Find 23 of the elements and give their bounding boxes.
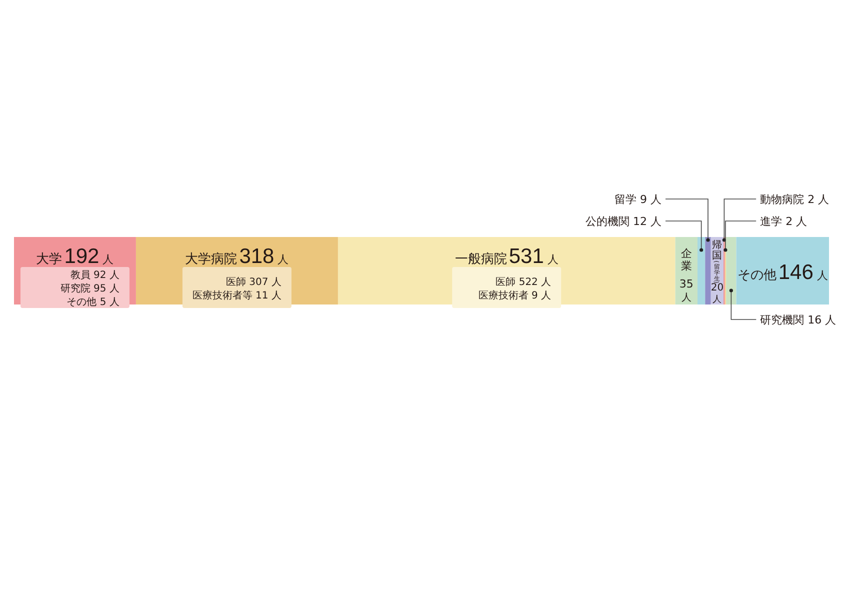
data-label: 192 人 bbox=[64, 245, 114, 268]
text: 留学 9 人 bbox=[614, 193, 662, 206]
series-label: 大学 bbox=[36, 252, 62, 267]
bar bbox=[726, 237, 736, 304]
bar bbox=[736, 237, 829, 304]
series-label: 企業 bbox=[680, 246, 692, 272]
text: 動物病院 2 人 bbox=[760, 193, 830, 206]
text: 進学 2 人 bbox=[760, 215, 808, 228]
series-label: その他 bbox=[737, 268, 776, 283]
annotation: 教員 92 人研究院 95 人その他 5 人 bbox=[60, 270, 120, 308]
annotation: 医師 522 人医療技術者 9 人 bbox=[478, 276, 552, 302]
bar bbox=[705, 237, 711, 304]
bar bbox=[698, 237, 706, 304]
series-label: 一般病院 bbox=[454, 252, 507, 267]
series-label: 大学病院 bbox=[185, 252, 238, 267]
data-label: 318 人 bbox=[239, 245, 289, 268]
data-label: 531 人 bbox=[508, 245, 558, 268]
text: 研究機関 16 人 bbox=[760, 314, 836, 326]
data-label: 35 人 bbox=[679, 278, 694, 304]
data-label: 146 人 bbox=[778, 260, 828, 284]
annotation: 医師 307 人医療技術者等 11 人 bbox=[192, 276, 282, 302]
data-label: 20 人 bbox=[710, 282, 724, 305]
text: 公的機関 12 人 bbox=[586, 215, 662, 228]
